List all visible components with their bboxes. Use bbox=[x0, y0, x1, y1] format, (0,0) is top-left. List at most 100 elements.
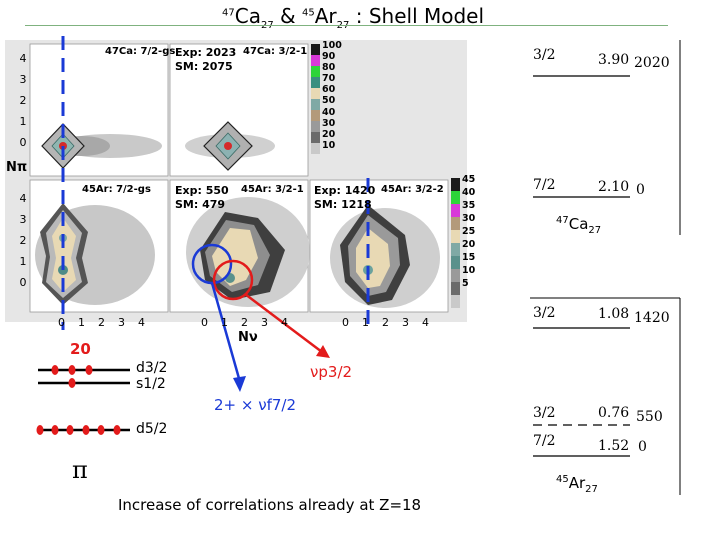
x-axis-label: Nν bbox=[238, 330, 258, 345]
legend-value: 10 bbox=[322, 139, 336, 151]
plot-top-mid-sm: SM: 2075 bbox=[175, 60, 233, 73]
y-ticks-top: 4 3 2 1 0 bbox=[18, 48, 28, 153]
orbital-d32-label: d3/2 bbox=[136, 360, 168, 376]
red-arrow-head bbox=[316, 345, 330, 358]
red-circle bbox=[212, 259, 254, 301]
y-tick: 4 bbox=[19, 192, 27, 205]
x-tick: 2 bbox=[241, 316, 248, 329]
legend-bot-labels: 45 40 35 30 25 20 15 10 5 bbox=[462, 173, 475, 290]
legend-value: 45 bbox=[462, 174, 476, 185]
legend-value: 40 bbox=[462, 187, 476, 198]
x-tick: 2 bbox=[382, 316, 389, 329]
x-tick: 1 bbox=[221, 316, 228, 329]
shell-diagram bbox=[36, 365, 130, 435]
ca47-level-7-2-exp: 0 bbox=[636, 182, 645, 198]
title-main2: Ar bbox=[314, 4, 337, 28]
x-tick: 1 bbox=[362, 316, 369, 329]
ar45-level-upper-energy: 1.08 bbox=[598, 306, 630, 322]
x-tick: 0 bbox=[201, 316, 208, 329]
legend-top-labels: 100 90 80 70 60 50 40 30 20 10 bbox=[322, 40, 342, 151]
legend-value: 35 bbox=[462, 200, 476, 211]
legend-bot-bar bbox=[451, 178, 460, 308]
coupling-annotation: 2+ × νf7/2 bbox=[214, 396, 297, 414]
plot-bot-mid-sm: SM: 479 bbox=[175, 198, 226, 211]
x-tick: 0 bbox=[342, 316, 349, 329]
y-tick: 3 bbox=[19, 213, 27, 226]
legend-value: 100 bbox=[322, 40, 342, 51]
y-tick: 1 bbox=[19, 115, 27, 128]
x-tick: 4 bbox=[422, 316, 429, 329]
title-sup2: 45 bbox=[302, 7, 315, 19]
ar45-level-lower-spin: 3/2 bbox=[533, 405, 556, 421]
pi-symbol: π bbox=[72, 456, 88, 484]
plot-bot-mid bbox=[169, 179, 310, 313]
title-amp: & bbox=[273, 4, 303, 28]
vp32-annotation: νp3/2 bbox=[310, 363, 353, 381]
ca47-label-sup: 47 bbox=[556, 215, 569, 226]
title-main1: Ca bbox=[234, 4, 261, 28]
legend-value: 10 bbox=[462, 265, 476, 276]
plot-bot-left bbox=[29, 179, 169, 313]
ar45-level-upper-spin: 3/2 bbox=[533, 305, 556, 321]
legend-value: 90 bbox=[322, 51, 336, 63]
ar45-label-sub: 27 bbox=[585, 484, 598, 495]
plot-bot-right-exp: Exp: 1420 bbox=[314, 184, 376, 197]
plot-bot-left-label: 45Ar: 7/2-gs bbox=[82, 184, 151, 195]
plot-top-mid bbox=[169, 43, 309, 177]
legend-value: 20 bbox=[322, 128, 336, 140]
ar45-label: 45Ar27 bbox=[556, 474, 598, 495]
magic-number: 20 bbox=[70, 340, 91, 358]
orbital-d52-label: d5/2 bbox=[136, 421, 168, 437]
legend-top-bar bbox=[311, 44, 320, 165]
plot-top-left-label: 47Ca: 7/2-gs bbox=[105, 46, 176, 57]
y-tick: 3 bbox=[19, 73, 27, 86]
red-arrow-shaft bbox=[244, 293, 323, 353]
y-tick: 4 bbox=[19, 52, 27, 65]
plot-bot-right bbox=[309, 179, 449, 313]
y-axis-label: Nπ bbox=[6, 160, 28, 175]
title-underline bbox=[25, 25, 668, 26]
plot-bot-mid-label: 45Ar: 3/2-1 bbox=[241, 184, 304, 195]
ar45-level-7-2-exp: 0 bbox=[638, 439, 647, 455]
ar45-level-lower-exp: 550 bbox=[636, 409, 663, 425]
legend-value: 50 bbox=[322, 95, 336, 107]
ca47-level-7-2-energy: 2.10 bbox=[598, 179, 630, 195]
ca47-level-3-2-exp: 2020 bbox=[634, 55, 670, 71]
x-tick: 2 bbox=[98, 316, 105, 329]
x-tick: 4 bbox=[138, 316, 145, 329]
ar45-label-main: Ar bbox=[568, 474, 586, 492]
title-rest: : Shell Model bbox=[349, 4, 485, 28]
ca47-label: 47Ca27 bbox=[556, 215, 601, 236]
y-ticks-bot: 4 3 2 1 0 bbox=[18, 188, 28, 293]
legend-value: 60 bbox=[322, 84, 336, 96]
y-tick: 1 bbox=[19, 255, 27, 268]
x-tick: 0 bbox=[58, 316, 65, 329]
x-tick: 4 bbox=[281, 316, 288, 329]
plot-bot-mid-exp: Exp: 550 bbox=[175, 184, 229, 197]
plot-bot-right-sm: SM: 1218 bbox=[314, 198, 372, 211]
blue-arrow-shaft bbox=[210, 282, 242, 383]
plot-top-left bbox=[29, 43, 169, 177]
legend-value: 30 bbox=[322, 117, 336, 129]
ar45-level-lower-energy: 0.76 bbox=[598, 405, 630, 421]
slide-title: 47Ca27 & 45Ar27 : Shell Model bbox=[222, 4, 484, 31]
ar45-level-upper-exp: 1420 bbox=[634, 310, 670, 326]
y-tick: 2 bbox=[19, 234, 27, 247]
title-sup1: 47 bbox=[222, 7, 235, 19]
plot-bot-right-label: 45Ar: 3/2-2 bbox=[381, 184, 444, 195]
x-tick: 3 bbox=[118, 316, 125, 329]
footer-text: Increase of correlations already at Z=18 bbox=[118, 496, 422, 514]
ca47-level-3-2-spin: 3/2 bbox=[533, 47, 556, 63]
ca47-level-7-2-spin: 7/2 bbox=[533, 177, 556, 193]
ca47-level-3-2-energy: 3.90 bbox=[598, 52, 630, 68]
legend-value: 30 bbox=[462, 213, 476, 224]
x-tick: 1 bbox=[78, 316, 85, 329]
orbital-s12-label: s1/2 bbox=[136, 376, 166, 392]
legend-value: 15 bbox=[462, 252, 476, 263]
ca47-label-main: Ca bbox=[568, 215, 589, 233]
ar45-level-7-2-energy: 1.52 bbox=[598, 438, 630, 454]
